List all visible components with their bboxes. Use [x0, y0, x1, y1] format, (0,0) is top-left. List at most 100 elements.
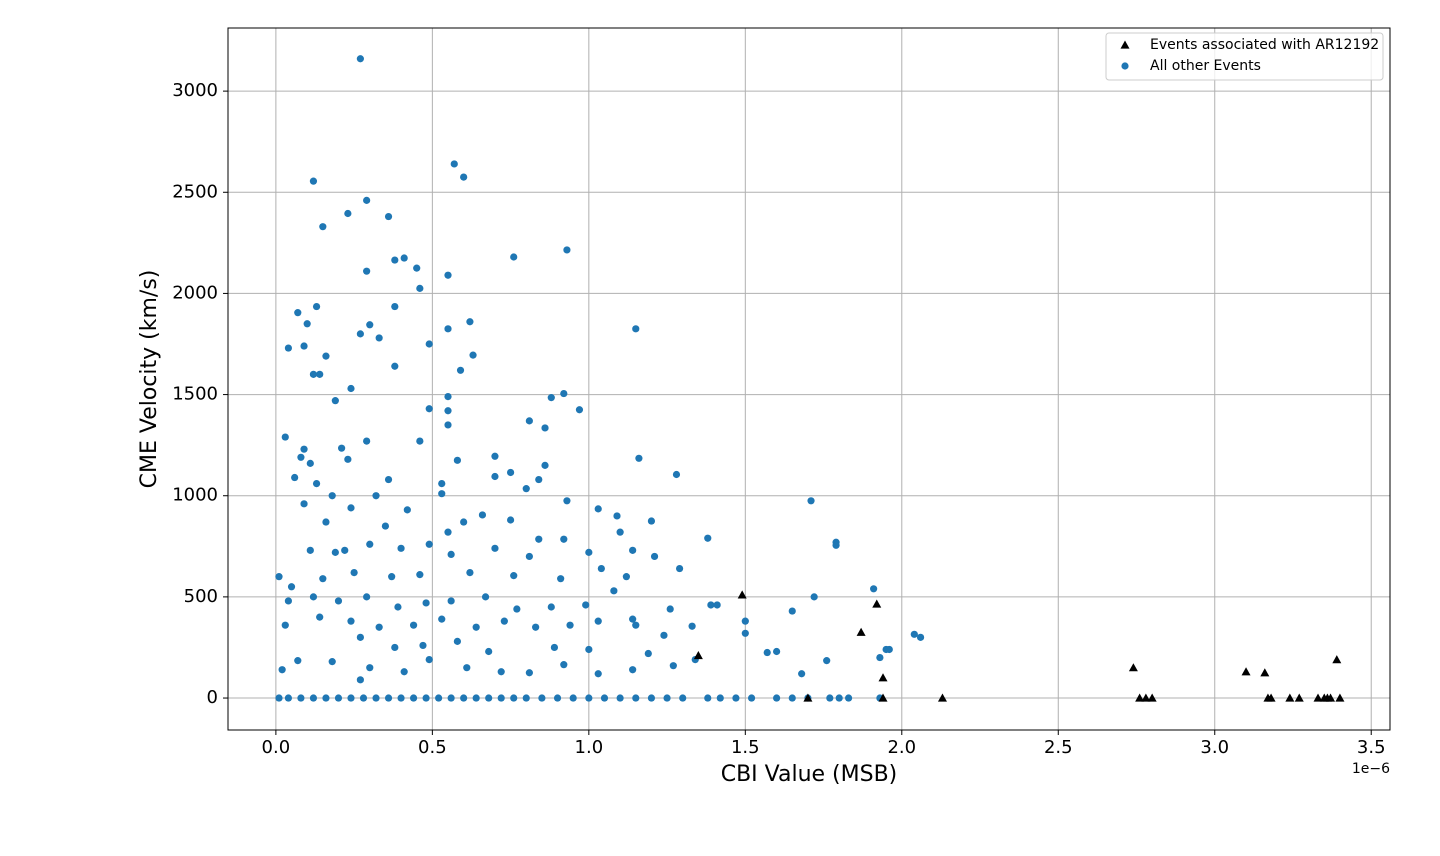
- circle-point: [506, 468, 515, 477]
- circle-point: [466, 569, 474, 577]
- circle-point: [798, 670, 806, 678]
- circle-point: [363, 437, 371, 445]
- circle-point: [916, 633, 925, 641]
- circle-point: [309, 593, 318, 601]
- circle-point: [569, 694, 577, 702]
- circle-point: [506, 516, 515, 524]
- x-tick-label: 3.0: [1200, 737, 1229, 758]
- y-tick-label: 2500: [172, 181, 218, 202]
- triangle-point: [1147, 693, 1157, 702]
- circle-point: [629, 546, 637, 554]
- circle-point: [300, 500, 308, 508]
- series: [693, 590, 1345, 702]
- circle-point: [688, 622, 696, 630]
- triangle-point: [1241, 667, 1251, 676]
- circle-point: [287, 583, 296, 591]
- circle-point: [466, 318, 474, 326]
- circle-point: [425, 340, 433, 348]
- triangle-point: [1332, 655, 1342, 664]
- triangle-point: [1266, 693, 1276, 702]
- circle-point: [319, 575, 327, 583]
- circle-point: [391, 302, 399, 311]
- circle-point: [632, 694, 640, 702]
- triangle-point: [737, 590, 747, 599]
- circle-point: [394, 603, 402, 611]
- circle-point: [347, 694, 355, 702]
- circle-point: [297, 453, 305, 461]
- circle-point: [388, 573, 396, 581]
- circle-point: [384, 694, 393, 702]
- circle-point: [284, 694, 293, 702]
- circle-point: [363, 593, 371, 601]
- circle-point: [560, 661, 568, 669]
- legend-label: Events associated with AR12192: [1150, 37, 1379, 53]
- circle-point: [704, 694, 712, 702]
- circle-point: [372, 492, 380, 500]
- triangle-point: [1313, 693, 1323, 702]
- circle-point: [281, 433, 289, 441]
- circle-point: [294, 657, 302, 665]
- circle-point: [281, 621, 289, 629]
- circle-point: [359, 694, 368, 702]
- circle-point: [597, 564, 605, 573]
- circle-point: [444, 393, 452, 401]
- triangle-point: [878, 673, 888, 682]
- y-tick-label: 1000: [172, 485, 218, 506]
- triangle-point: [693, 651, 703, 660]
- triangle-point: [1294, 693, 1304, 702]
- circle-point: [444, 271, 452, 279]
- circle-point: [363, 196, 371, 204]
- circle-point: [876, 653, 884, 662]
- circle-point: [391, 256, 399, 264]
- circle-point: [403, 506, 411, 514]
- circle-point: [450, 160, 458, 168]
- circle-point: [316, 613, 324, 621]
- x-axis-label: CBI Value (MSB): [721, 762, 898, 787]
- circle-point: [600, 694, 609, 702]
- circle-point: [444, 421, 452, 429]
- circle-point: [747, 694, 756, 702]
- circle-point: [344, 209, 352, 218]
- circle-point: [309, 370, 318, 378]
- circle-point: [438, 615, 446, 623]
- circle-point: [566, 621, 574, 629]
- circle-point: [334, 694, 343, 702]
- triangle-point: [1128, 663, 1138, 672]
- circle-point: [835, 694, 843, 702]
- circle-point: [469, 351, 477, 359]
- circle-point: [409, 621, 418, 629]
- circle-point: [594, 670, 602, 678]
- series: [275, 55, 925, 702]
- circle-point: [460, 173, 468, 181]
- circle-point: [422, 599, 430, 607]
- circle-point: [447, 550, 455, 558]
- circle-point: [275, 573, 283, 581]
- circle-point: [306, 459, 314, 467]
- circle-point: [616, 694, 624, 702]
- circle-point: [347, 384, 355, 393]
- circle-point: [663, 694, 671, 702]
- circle-point: [284, 344, 293, 352]
- circle-point: [422, 694, 430, 702]
- circle-point: [453, 456, 461, 464]
- circle-point: [331, 548, 339, 556]
- circle-point: [456, 366, 465, 374]
- circle-point: [541, 424, 549, 432]
- circle-point: [525, 552, 533, 561]
- circle-point: [553, 694, 562, 702]
- circle-point: [560, 535, 568, 543]
- circle-point: [303, 320, 311, 328]
- triangle-point: [803, 693, 813, 702]
- circle-point: [522, 485, 530, 493]
- circle-point: [356, 330, 364, 338]
- circle-point: [444, 528, 452, 536]
- circle-point: [773, 647, 781, 656]
- circle-point: [278, 666, 286, 674]
- circle-point: [672, 470, 681, 479]
- circle-point: [425, 540, 433, 548]
- circle-point: [870, 585, 878, 593]
- circle-point: [347, 504, 355, 512]
- circle-point: [660, 631, 668, 639]
- circle-point: [366, 664, 374, 672]
